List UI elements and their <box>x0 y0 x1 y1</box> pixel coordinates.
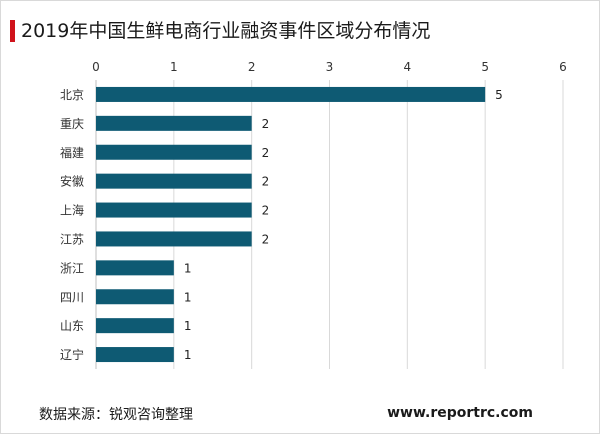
data-source-note: 数据来源：锐观咨询整理 <box>39 407 193 423</box>
data-label: 2 <box>262 146 270 160</box>
x-tick-label: 3 <box>326 60 334 74</box>
x-tick-label: 4 <box>404 60 412 74</box>
category-label: 山东 <box>60 319 84 333</box>
data-label: 5 <box>495 88 503 102</box>
category-label: 江苏 <box>60 232 84 246</box>
data-label: 1 <box>184 348 192 362</box>
category-label: 北京 <box>60 88 84 102</box>
x-tick-label: 5 <box>481 60 489 74</box>
x-tick-label: 6 <box>559 60 567 74</box>
bar-chart: 0 1 2 3 4 5 6 北京 5 重庆 2 福建 2 安徽 2 上海 2 江苏 2 浙江 1 四川 1 山东 1 辽宁 1 <box>60 60 567 369</box>
bar <box>96 86 486 102</box>
bar <box>96 347 174 363</box>
category-label: 浙江 <box>60 261 84 275</box>
x-tick-label: 1 <box>170 60 178 74</box>
data-label: 1 <box>184 319 192 333</box>
bar <box>96 115 252 131</box>
data-label: 2 <box>262 232 270 246</box>
category-label: 重庆 <box>60 117 84 131</box>
category-label: 安徽 <box>60 174 84 189</box>
bar <box>96 202 252 218</box>
data-label: 2 <box>262 117 270 131</box>
bar <box>96 318 174 334</box>
chart-title: 2019年中国生鲜电商行业融资事件区域分布情况 <box>21 20 431 42</box>
bar <box>96 289 174 305</box>
data-label: 1 <box>184 290 192 304</box>
bar <box>96 231 252 247</box>
bar <box>96 173 252 189</box>
bar <box>96 260 174 276</box>
bar <box>96 144 252 160</box>
website-link[interactable]: www.reportrc.com <box>387 405 533 421</box>
category-label: 四川 <box>60 290 84 304</box>
x-tick-label: 2 <box>248 60 256 74</box>
data-label: 1 <box>184 261 192 275</box>
title-accent-bar <box>10 20 15 42</box>
data-label: 2 <box>262 175 270 189</box>
x-tick-label: 0 <box>92 60 100 74</box>
category-label: 上海 <box>60 203 84 218</box>
data-label: 2 <box>262 204 270 218</box>
category-label: 福建 <box>60 145 84 160</box>
category-label: 辽宁 <box>60 347 84 362</box>
